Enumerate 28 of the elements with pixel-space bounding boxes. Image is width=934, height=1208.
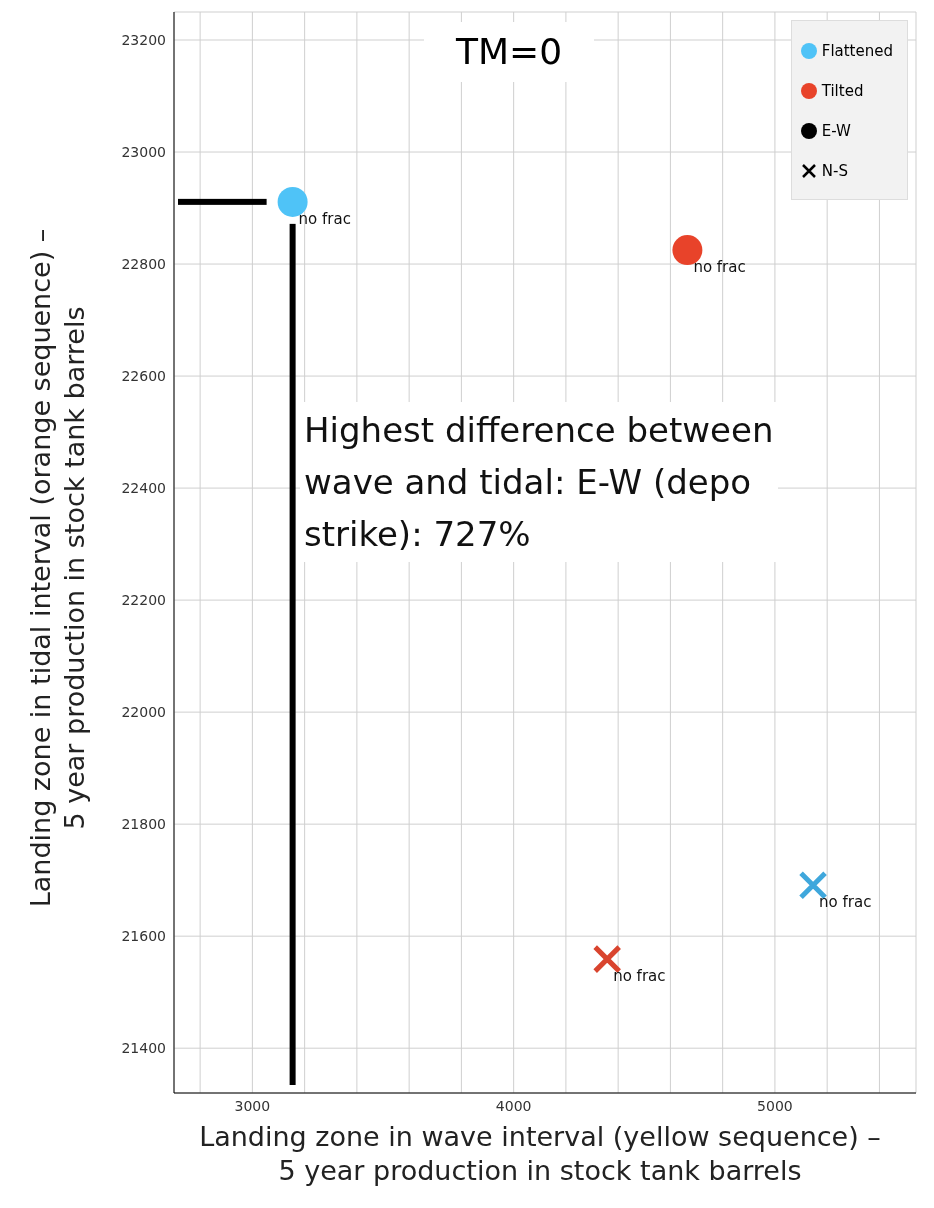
x-tick-label: 3000 [234,1097,271,1114]
annotation: Highest difference between wave and tidal: E-W (depo strike): 727% [300,402,778,562]
point [277,186,308,217]
y-tick-label: 22400 [121,480,166,497]
data-label: no frac [613,967,666,986]
legend-label: Tilted [821,82,864,100]
y-tick-label: 23000 [121,144,166,160]
x-tick-label: 5000 [757,1097,793,1114]
y-tick-label: 22600 [121,368,166,385]
y-tick-label: 23200 [121,31,166,48]
y-tick-label: 22000 [121,704,166,721]
text: TM=0 [424,22,594,82]
y-tick-label: 22800 [121,256,166,273]
y-tick-label: 21400 [121,1040,166,1057]
y-tick-label: 21600 [121,928,166,945]
y-tick-label: 21800 [121,816,166,833]
x-tick-label: 4000 [495,1097,532,1114]
legend-label: N-S [821,162,848,180]
data-label: no frac [298,209,351,228]
legend-label: Flattened [821,42,893,60]
x-axis-title: Landing zone in wave interval (yellow sequence) – 5 year production in stock tank barrels [198,1120,882,1188]
legend-label: E-W [821,122,851,140]
point [592,944,622,974]
y-tick-label: 22200 [121,592,166,609]
data-label: no frac [819,893,872,912]
y-axis-title: Landing zone in tidal interval (orange sequence) – 5 year production in stock tank barrels [24,228,91,907]
data-label: no frac [693,258,746,277]
point [798,870,828,900]
